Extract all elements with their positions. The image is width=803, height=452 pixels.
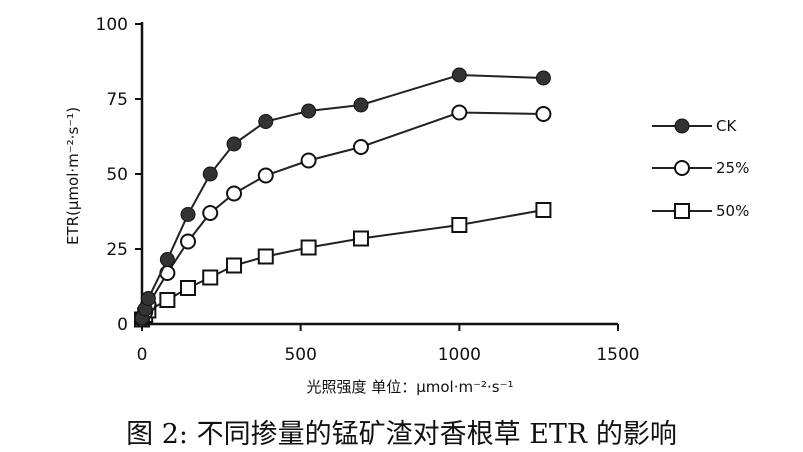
y-tick-labels: 0 25 50 75 100 (96, 15, 128, 335)
data-point-25pct (535, 106, 552, 122)
legend-marker (674, 203, 690, 219)
y-tick-label: 25 (106, 240, 128, 260)
legend-label: 25% (716, 159, 749, 177)
data-point-25pct (180, 233, 197, 250)
x-tick-label: 0 (137, 345, 148, 365)
x-tick-label: 500 (284, 345, 316, 365)
data-point-50pct (300, 239, 317, 256)
data-point-50pct (451, 217, 468, 233)
x-tick-label: 1500 (596, 345, 639, 365)
data-point-50pct (159, 292, 176, 308)
series-25pct (134, 104, 552, 328)
figure-caption: 图 2: 不同掺量的锰矿渣对香根草 ETR 的影响 (126, 419, 677, 450)
series-line-25pct (141, 111, 544, 320)
data-point-50pct (535, 202, 552, 218)
legend: CK 25% 50% (652, 117, 749, 220)
x-axis-title: 光照强度 单位：μmol·m⁻²·s⁻¹ (306, 378, 513, 396)
series-50pct (134, 202, 552, 328)
data-point-25pct (202, 205, 219, 221)
data-point-25pct (300, 152, 317, 169)
data-point-ck (353, 97, 369, 113)
series-line-50pct (141, 209, 544, 321)
data-point-50pct (226, 257, 243, 274)
data-point-ck (159, 252, 175, 267)
y-tick-label: 75 (106, 90, 128, 110)
data-point-50pct (352, 230, 369, 247)
x-tick-labels: 0 500 1000 1500 (137, 345, 640, 365)
legend-item-50pct: 50% (652, 202, 749, 220)
data-point-ck (202, 166, 218, 182)
series-ck (134, 67, 551, 326)
etr-chart: 0 500 1000 1500 0 25 50 75 100 CK 25% 50% ETR(μmo… (64, 15, 749, 396)
data-point-ck (301, 103, 317, 119)
legend-label: 50% (716, 202, 749, 220)
data-point-ck (180, 207, 196, 222)
x-tick-label: 1000 (438, 345, 481, 365)
y-tick-label: 100 (96, 15, 128, 35)
data-point-25pct (352, 139, 369, 155)
data-point-ck (140, 291, 156, 306)
legend-marker (674, 118, 690, 134)
data-point-25pct (226, 185, 243, 202)
y-tick-label: 0 (117, 315, 128, 335)
data-point-25pct (451, 104, 468, 121)
data-point-50pct (180, 280, 197, 296)
legend-label: CK (716, 117, 737, 135)
y-axis-title: ETR(μmol·m⁻²·s⁻¹) (64, 107, 82, 245)
data-point-25pct (257, 167, 274, 184)
data-point-ck (451, 67, 467, 83)
legend-item-ck: CK (652, 117, 737, 135)
y-tick-label: 50 (106, 165, 128, 185)
data-point-50pct (257, 248, 274, 265)
legend-marker (674, 160, 690, 176)
data-point-ck (226, 136, 242, 152)
series-layer (134, 67, 552, 328)
axes (135, 22, 619, 331)
data-point-ck (258, 114, 274, 129)
legend-item-25pct: 25% (652, 159, 749, 177)
data-point-50pct (202, 269, 219, 286)
data-point-ck (535, 70, 551, 86)
